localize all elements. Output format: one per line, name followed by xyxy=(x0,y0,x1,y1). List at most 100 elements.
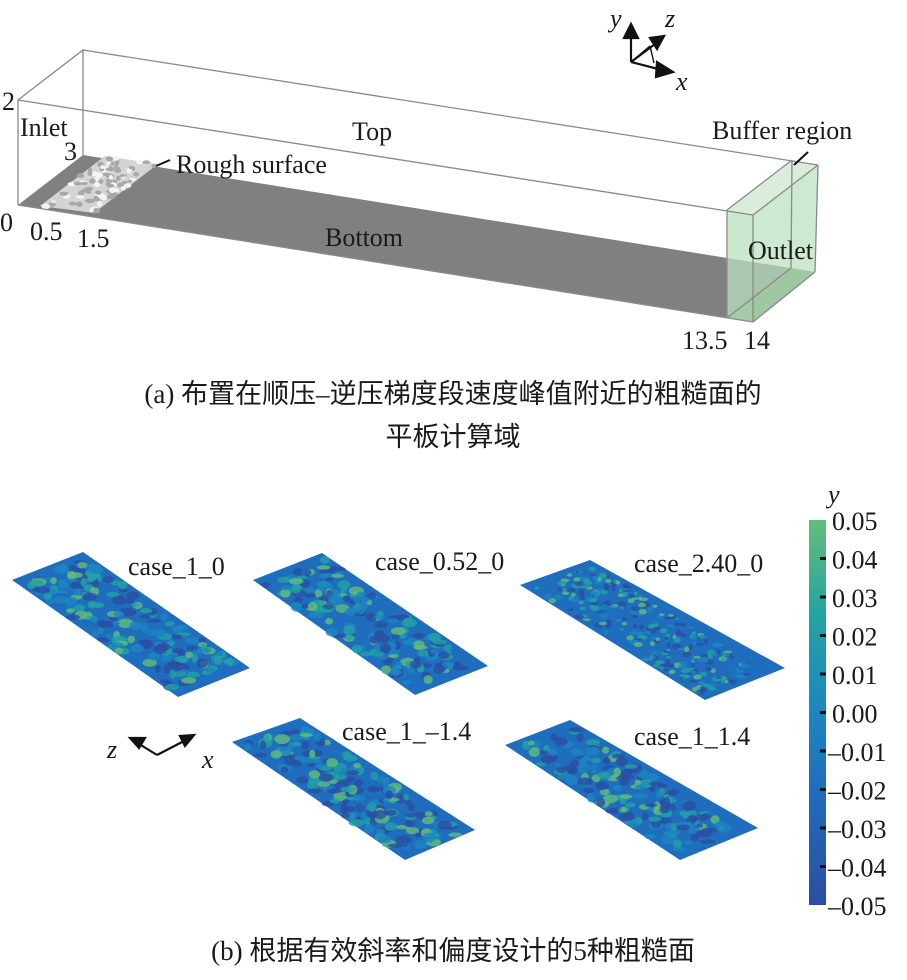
surface-height-blob xyxy=(588,566,597,572)
rough-texture-spot xyxy=(79,182,88,186)
surface-height-blob xyxy=(353,595,370,604)
surface-height-blob xyxy=(691,686,698,692)
surface-height-blob xyxy=(678,661,688,665)
surface-height-blob xyxy=(82,592,98,601)
surface-height-blob xyxy=(424,811,433,817)
label-outlet: Outlet xyxy=(748,236,814,265)
surface-height-blob xyxy=(597,576,602,582)
axis-triad-b xyxy=(127,733,197,756)
surface-height-blob xyxy=(280,766,289,773)
rough-texture-spot xyxy=(89,178,96,184)
surface-height-blob xyxy=(716,649,721,656)
colorbar-tick-label: –0.01 xyxy=(827,738,887,767)
dim-buffer-start: 13.5 xyxy=(682,326,728,355)
surface-height-blob xyxy=(540,754,554,764)
rough-texture-spot xyxy=(128,165,134,170)
surface-height-blob xyxy=(353,795,366,802)
surface-height-blob xyxy=(631,606,639,611)
surface-height-blob xyxy=(658,817,672,824)
surface-height-blob xyxy=(348,819,365,827)
surface-height-blob xyxy=(196,658,208,668)
surface-height-blob xyxy=(160,655,172,662)
surface-height-blob xyxy=(600,788,610,796)
surface-height-blob xyxy=(566,608,575,611)
surface-height-blob xyxy=(423,675,433,684)
surface-height-blob xyxy=(590,591,599,595)
surface-height-blob xyxy=(370,771,378,781)
surface-height-blob xyxy=(313,749,323,757)
surface-height-blob xyxy=(599,612,608,619)
surface-height-blob xyxy=(637,772,648,779)
axis-z-label-b: z xyxy=(106,735,117,764)
surface-height-blob xyxy=(343,754,358,762)
rough-texture-spot xyxy=(96,200,103,207)
rough-texture-spot xyxy=(110,161,115,166)
surface-height-blob xyxy=(608,605,618,609)
surface-height-blob xyxy=(301,726,310,733)
surface-height-blob xyxy=(385,809,397,816)
surface-height-blob xyxy=(639,597,649,601)
surface-height-blob xyxy=(707,686,717,691)
surface-height-blob xyxy=(622,583,629,588)
surface-height-blob xyxy=(45,599,55,605)
surface-height-blob xyxy=(341,813,351,819)
label-bottom: Bottom xyxy=(325,223,403,252)
colorbar-tick-label: 0.04 xyxy=(832,546,878,575)
surface-height-blob xyxy=(528,747,540,757)
surface-height-blob xyxy=(381,665,392,675)
surface-height-blob xyxy=(277,576,290,584)
label-rough-surface: Rough surface xyxy=(176,150,327,179)
surface-height-blob xyxy=(604,579,612,583)
surface-height-blob xyxy=(114,647,124,655)
surface-height-blob xyxy=(668,789,680,795)
surface-height-blob xyxy=(585,739,601,746)
surface-height-blob xyxy=(353,779,364,787)
surface-height-blob xyxy=(579,600,585,604)
surface-height-blob xyxy=(395,661,403,667)
rough-texture-spot xyxy=(85,190,92,194)
surface-height-blob xyxy=(130,644,144,653)
rough-surface-texture xyxy=(41,156,156,214)
surface-height-blob xyxy=(166,661,179,670)
surface-height-blob xyxy=(141,623,149,633)
surface-height-blob xyxy=(90,616,99,623)
surface-height-blob xyxy=(387,843,403,848)
domain-wireframe xyxy=(17,48,819,323)
surface-height-blob xyxy=(288,578,304,585)
surface-height-blob xyxy=(619,794,633,799)
surface-height-blob xyxy=(635,784,645,791)
surface-height-blob xyxy=(580,585,590,589)
surface-height-blob xyxy=(674,616,680,621)
rough-texture-spot xyxy=(105,156,113,162)
surface-height-blob xyxy=(697,634,707,639)
surface-height-blob xyxy=(703,684,711,688)
surface-height-blob xyxy=(628,594,636,598)
surface-height-blob xyxy=(343,625,356,635)
surface-height-blob xyxy=(351,644,362,654)
surface-height-blob xyxy=(296,776,309,784)
surface-height-blob xyxy=(160,613,168,622)
surface-height-blob xyxy=(323,739,331,746)
surface-height-blob xyxy=(690,662,696,668)
surface-height-blob xyxy=(344,635,356,640)
surface-height-blob xyxy=(689,814,697,824)
surface-height-blob xyxy=(313,732,322,741)
rough-texture-spot xyxy=(119,174,126,178)
surface-height-blob xyxy=(641,658,650,661)
surface-height-blob xyxy=(171,634,183,640)
surface-height-blob xyxy=(562,588,568,592)
surface-height-blob xyxy=(403,794,410,801)
surface-height-blob xyxy=(649,641,656,647)
axis-triad-a xyxy=(622,21,676,79)
surface-height-blob xyxy=(243,743,252,751)
colorbar-tick-label: –0.04 xyxy=(827,854,887,883)
surface-height-blob xyxy=(693,674,702,680)
surface-height-blob xyxy=(582,618,591,621)
colorbar-tick-label: –0.02 xyxy=(827,777,887,806)
colorbar-tick-label: –0.03 xyxy=(827,815,887,844)
surface-height-blob xyxy=(664,616,673,620)
surface-height-blob xyxy=(720,677,728,681)
surface-height-blob xyxy=(401,837,409,848)
surface-height-blob xyxy=(625,802,636,808)
